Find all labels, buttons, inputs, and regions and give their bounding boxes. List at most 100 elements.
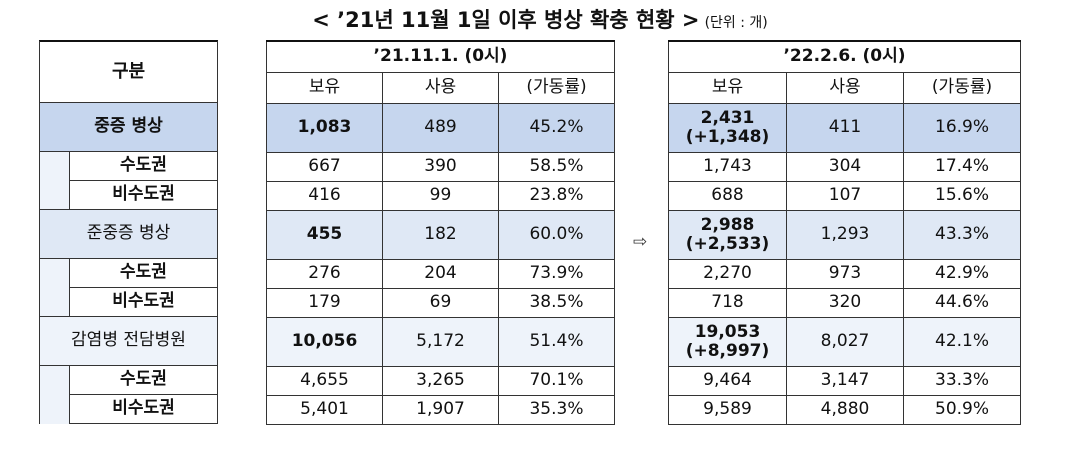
period1-table: ’21.11.1. (0시) 보유 사용 (가동률) 1,083 489 45.…: [266, 40, 615, 425]
rate-cell: 23.8%: [498, 181, 615, 211]
col-held: 보유: [668, 72, 787, 104]
table-row: 2,270 973 42.9%: [668, 259, 1022, 289]
used-cell: 4,880: [786, 395, 904, 425]
table-row: 179 69 38.5%: [266, 288, 615, 318]
used-cell: 69: [382, 288, 499, 318]
table-row: 9,464 3,147 33.3%: [668, 366, 1022, 396]
row-label-noncapital: 비수도권: [69, 394, 218, 424]
used-cell: 304: [786, 152, 904, 182]
held-cell: 1,083: [266, 103, 383, 153]
col-used: 사용: [382, 72, 499, 104]
rate-cell: 42.9%: [902, 259, 1022, 289]
used-cell: 411: [786, 103, 904, 153]
held-cell: 2,431 (+1,348): [668, 103, 787, 153]
used-cell: 3,265: [382, 366, 499, 396]
held-cell: 2,988 (+2,533): [668, 210, 787, 260]
used-cell: 973: [786, 259, 904, 289]
table-row: 688 107 15.6%: [668, 181, 1022, 211]
period1-header: ’21.11.1. (0시): [266, 40, 615, 73]
rate-cell: 42.1%: [902, 317, 1022, 367]
held-cell: 2,270: [668, 259, 787, 289]
row-label-infection-hospital: 감염병 전담병원: [39, 316, 218, 366]
rate-cell: 15.6%: [902, 181, 1022, 211]
held-value: 2,988: [700, 214, 755, 235]
rate-cell: 51.4%: [498, 317, 615, 367]
period2-header: ’22.2.6. (0시): [667, 40, 1022, 73]
held-cell: 276: [266, 259, 383, 289]
row-label-noncapital: 비수도권: [69, 287, 218, 317]
indent-cell: [39, 258, 70, 317]
rate-cell: 44.6%: [902, 288, 1022, 318]
held-cell: 179: [266, 288, 383, 318]
used-cell: 107: [786, 181, 904, 211]
row-label-capital: 수도권: [69, 258, 218, 288]
row-label-semi-severe: 준중증 병상: [39, 209, 218, 259]
col-held: 보유: [266, 72, 383, 104]
held-cell: 10,056: [266, 317, 383, 367]
held-value: 19,053: [694, 321, 761, 342]
rate-cell: 60.0%: [498, 210, 615, 260]
held-value: 2,431: [700, 107, 755, 128]
title-main: < ’21년 11월 1일 이후 병상 확충 현황 >: [312, 8, 700, 32]
rate-cell: 58.5%: [498, 152, 615, 182]
rate-cell: 16.9%: [902, 103, 1022, 153]
rate-cell: 17.4%: [902, 152, 1022, 182]
used-cell: 99: [382, 181, 499, 211]
held-cell: 416: [266, 181, 383, 211]
row-label-noncapital: 비수도권: [69, 180, 218, 210]
held-cell: 688: [668, 181, 787, 211]
used-cell: 5,172: [382, 317, 499, 367]
rate-cell: 45.2%: [498, 103, 615, 153]
rate-cell: 33.3%: [902, 366, 1022, 396]
table-row: 416 99 23.8%: [266, 181, 615, 211]
col-used: 사용: [786, 72, 904, 104]
held-cell: 455: [266, 210, 383, 260]
table-row: 9,589 4,880 50.9%: [668, 395, 1022, 425]
page-title: < ’21년 11월 1일 이후 병상 확충 현황 > (단위 : 개): [0, 4, 1080, 34]
used-cell: 390: [382, 152, 499, 182]
row-label-severe: 중증 병상: [39, 102, 218, 152]
row-label-capital: 수도권: [69, 365, 218, 395]
held-cell: 9,589: [668, 395, 787, 425]
category-table: 구분 중증 병상 수도권 비수도권 준중증 병상 수도권 비수도권 감염병 전담…: [39, 40, 218, 424]
held-increase: (+8,997): [685, 341, 770, 361]
table-row: 2,988 (+2,533) 1,293 43.3%: [668, 210, 1022, 260]
col-rate: (가동률): [498, 72, 615, 104]
used-cell: 1,293: [786, 210, 904, 260]
held-cell: 1,743: [668, 152, 787, 182]
table-row: 5,401 1,907 35.3%: [266, 395, 615, 425]
indent-cell: [39, 151, 70, 210]
rate-cell: 50.9%: [902, 395, 1022, 425]
row-label-capital: 수도권: [69, 151, 218, 181]
table-row: 19,053 (+8,997) 8,027 42.1%: [668, 317, 1022, 367]
table-row: 455 182 60.0%: [266, 210, 615, 260]
table-row: 4,655 3,265 70.1%: [266, 366, 615, 396]
category-header: 구분: [39, 40, 218, 103]
rate-cell: 73.9%: [498, 259, 615, 289]
table-row: 1,743 304 17.4%: [668, 152, 1022, 182]
held-increase: (+2,533): [685, 234, 770, 254]
table-row: 276 204 73.9%: [266, 259, 615, 289]
used-cell: 182: [382, 210, 499, 260]
table-row: 2,431 (+1,348) 411 16.9%: [668, 103, 1022, 153]
rate-cell: 35.3%: [498, 395, 615, 425]
rate-cell: 43.3%: [902, 210, 1022, 260]
held-cell: 718: [668, 288, 787, 318]
indent-cell: [39, 365, 70, 424]
held-cell: 667: [266, 152, 383, 182]
used-cell: 489: [382, 103, 499, 153]
rate-cell: 70.1%: [498, 366, 615, 396]
table-row: 667 390 58.5%: [266, 152, 615, 182]
held-cell: 9,464: [668, 366, 787, 396]
period2-table: ’22.2.6. (0시) 보유 사용 (가동률) 2,431 (+1,348) …: [667, 40, 1022, 425]
title-unit: (단위 : 개): [704, 15, 768, 31]
held-cell: 5,401: [266, 395, 383, 425]
right-arrow-icon: ⇨: [633, 232, 648, 252]
used-cell: 1,907: [382, 395, 499, 425]
held-cell: 4,655: [266, 366, 383, 396]
used-cell: 320: [786, 288, 904, 318]
used-cell: 3,147: [786, 366, 904, 396]
used-cell: 204: [382, 259, 499, 289]
table-row: 718 320 44.6%: [668, 288, 1022, 318]
held-cell: 19,053 (+8,997): [668, 317, 787, 367]
